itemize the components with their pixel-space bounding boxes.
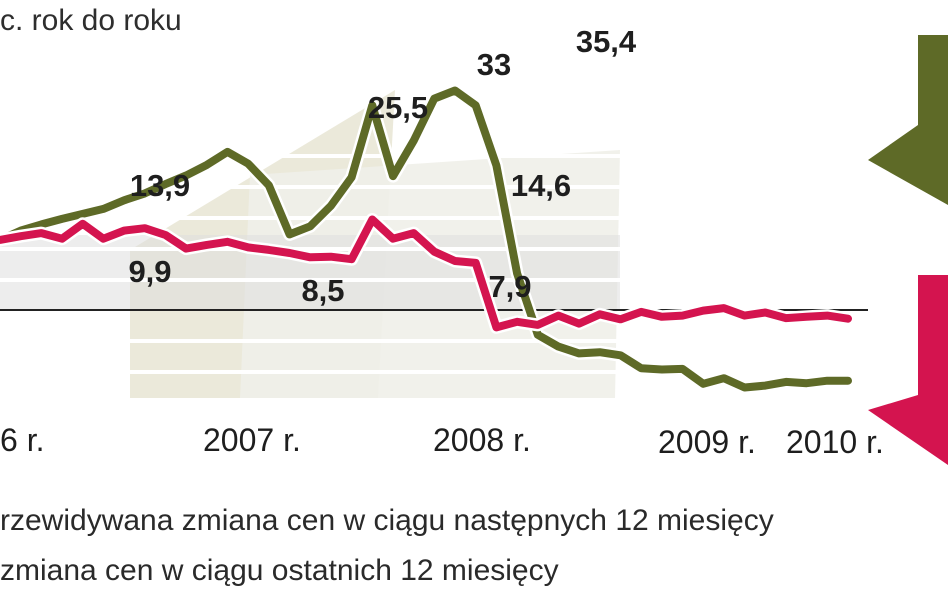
data-label: 13,9 <box>130 168 190 203</box>
series-line-forecast <box>0 86 852 392</box>
y-axis-label: c. rok do roku <box>0 4 182 37</box>
x-tick-label: 6 r. <box>0 422 44 458</box>
arrow-shape-actual <box>868 275 948 465</box>
series-line-actual <box>0 215 852 332</box>
right-side-arrows <box>868 35 948 465</box>
data-label: 25,5 <box>368 90 428 125</box>
chart-background <box>0 90 620 398</box>
data-label: 33 <box>477 47 511 82</box>
data-label: 7,9 <box>488 269 531 304</box>
legend-label-forecast: rzewidywana zmiana cen w ciągu następnyc… <box>0 504 774 537</box>
series-lines <box>0 84 855 394</box>
x-tick-label: 2009 r. <box>658 424 756 460</box>
data-label: 14,6 <box>511 168 571 203</box>
data-label: 35,4 <box>576 24 637 59</box>
arrow-shape-forecast <box>868 35 948 205</box>
data-label: 9,9 <box>128 254 171 289</box>
x-tick-label: 2010 r. <box>786 424 884 460</box>
data-label: 8,5 <box>301 273 344 308</box>
x-tick-label: 2007 r. <box>203 422 301 458</box>
legend-label-actual: zmiana cen w ciągu ostatnich 12 miesięcy <box>0 554 559 587</box>
x-tick-label: 2008 r. <box>433 422 531 458</box>
